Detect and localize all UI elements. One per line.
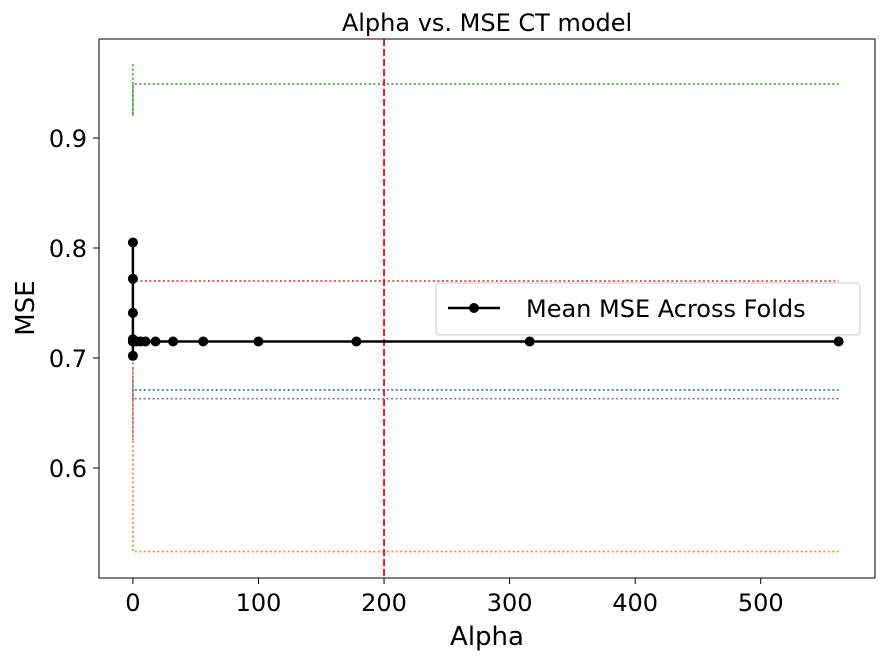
x-tick-label: 300 — [487, 589, 533, 617]
chart-title: Alpha vs. MSE CT model — [342, 9, 632, 37]
x-axis: 0 100 200 300 400 500 — [125, 578, 784, 617]
plot-frame — [98, 38, 876, 579]
legend: Mean MSE Across Folds — [435, 282, 861, 336]
mean-series-point — [140, 336, 151, 347]
y-tick-label: 0.6 — [49, 455, 87, 483]
y-tick-label: 0.9 — [49, 125, 87, 153]
mean-series-point — [127, 307, 138, 318]
mean-series-point — [351, 336, 362, 347]
mean-series-point — [524, 336, 535, 347]
legend-box — [435, 282, 861, 336]
x-tick-label: 500 — [738, 589, 784, 617]
y-axis-label: MSE — [11, 280, 41, 335]
x-tick-label: 0 — [125, 589, 140, 617]
mean-series-point — [168, 336, 179, 347]
mean-series-point — [198, 336, 209, 347]
mean-series — [127, 237, 844, 361]
fold-line-5 — [132, 369, 839, 553]
mean-series-point — [833, 336, 844, 347]
x-tick-label: 200 — [361, 589, 407, 617]
legend-label: Mean MSE Across Folds — [526, 295, 806, 323]
mean-series-point — [127, 350, 138, 361]
legend-marker-sample — [469, 303, 479, 313]
mean-series-point — [253, 336, 264, 347]
fold-line-1 — [132, 64, 839, 116]
x-axis-label: Alpha — [450, 622, 524, 652]
y-tick-label: 0.7 — [49, 345, 87, 373]
y-tick-label: 0.8 — [49, 235, 87, 263]
y-axis: 0.6 0.7 0.8 0.9 — [49, 125, 99, 483]
mean-series-point — [127, 237, 138, 248]
x-tick-label: 400 — [612, 589, 658, 617]
mean-series-point — [127, 273, 138, 284]
x-tick-label: 100 — [236, 589, 282, 617]
fold-line-4 — [132, 358, 839, 441]
mean-series-point — [150, 336, 161, 347]
